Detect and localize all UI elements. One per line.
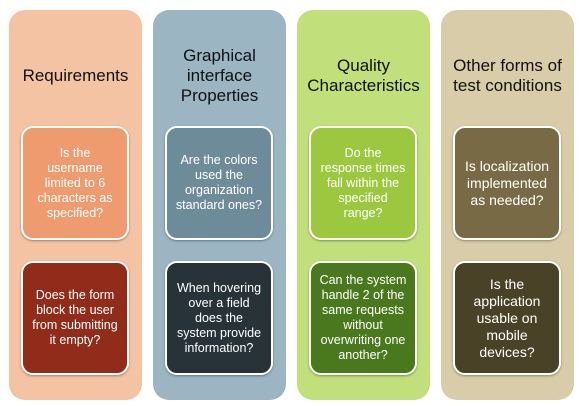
column-title: Requirements xyxy=(22,66,129,85)
column-other-test-conditions: Other forms of test conditions Is locali… xyxy=(441,10,574,400)
column-title: Graphical interface Properties xyxy=(180,46,259,105)
question-card: Is the application usable on mobile devi… xyxy=(453,261,561,375)
column-title: Quality Characteristics xyxy=(307,56,420,95)
question-card: Do the response times fall within the sp… xyxy=(309,126,417,240)
column-title: Other forms of test conditions xyxy=(453,56,562,95)
column-graphical-interface: Graphical interface Properties Are the c… xyxy=(153,10,286,400)
question-card: Is the username limited to 6 characters … xyxy=(21,126,129,240)
question-card: Can the system handle 2 of the same requ… xyxy=(309,261,417,375)
question-card: Is localization implemented as needed? xyxy=(453,126,561,240)
column-quality-characteristics: Quality Characteristics Do the response … xyxy=(297,10,430,400)
question-card: When hovering over a field does the syst… xyxy=(165,261,273,375)
question-card: Does the form block the user from submit… xyxy=(21,261,129,375)
question-card: Are the colors used the organization sta… xyxy=(165,126,273,240)
column-requirements: Requirements Is the username limited to … xyxy=(9,10,142,400)
